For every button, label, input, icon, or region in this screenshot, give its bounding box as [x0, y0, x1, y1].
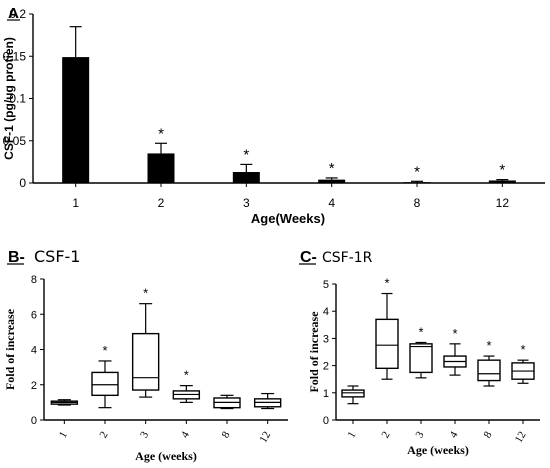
x-tick-label: 8: [414, 196, 421, 210]
panel-b-label: B-: [8, 249, 25, 266]
x-tick-label: 8: [481, 429, 494, 440]
significance-marker: *: [499, 162, 505, 179]
y-axis-label: Fold of increase: [3, 308, 17, 390]
y-tick-label: 0: [323, 415, 329, 427]
y-axis-label: CSF-1 (pg/ug protien): [2, 37, 16, 160]
significance-marker: *: [158, 125, 164, 142]
x-tick-label: 2: [379, 430, 392, 441]
significance-marker: *: [243, 146, 249, 163]
significance-marker: *: [384, 276, 389, 291]
bar: [232, 172, 260, 183]
x-tick-label: 1: [57, 430, 70, 441]
x-tick-label: 3: [413, 429, 426, 440]
box: [375, 318, 399, 370]
y-tick-label: 0.2: [9, 7, 26, 21]
y-tick-label: 0: [19, 176, 26, 190]
x-tick-label: 8: [219, 429, 232, 440]
significance-marker: *: [329, 160, 335, 177]
y-tick-label: 2: [323, 361, 329, 373]
panel-c-label: C-: [300, 249, 317, 266]
significance-marker: *: [143, 286, 148, 301]
x-axis-label: Age (weeks): [407, 443, 469, 457]
x-tick-label: 4: [179, 429, 192, 440]
x-tick-label: 3: [138, 429, 151, 440]
x-tick-label: 1: [345, 430, 358, 441]
significance-marker: *: [520, 342, 525, 357]
bar: [147, 153, 175, 183]
significance-marker: *: [452, 326, 457, 341]
y-tick-label: 4: [323, 306, 329, 318]
significance-marker: *: [184, 368, 189, 383]
panel-b-title: CSF-1: [34, 247, 80, 266]
bar: [318, 179, 346, 183]
x-axis-label: Age (weeks): [135, 449, 197, 463]
x-tick-label: 12: [496, 196, 510, 210]
y-axis-label: Fold of increase: [307, 311, 321, 393]
box: [131, 332, 160, 391]
x-tick-label: 12: [513, 430, 529, 446]
box: [409, 343, 433, 374]
x-tick-label: 12: [257, 430, 273, 446]
y-tick-label: 0.15: [3, 49, 27, 63]
significance-marker: *: [418, 324, 423, 339]
y-tick-label: 4: [31, 345, 37, 357]
y-tick-label: 5: [323, 279, 329, 291]
bar: [62, 57, 90, 183]
box: [341, 389, 365, 398]
chart-a: 00.050.10.150.21 2*3*4*8*12*Age(Weeks)CSF…: [2, 7, 545, 226]
x-tick-label: 2: [158, 196, 165, 210]
y-tick-label: 6: [31, 309, 37, 321]
y-tick-label: 0: [31, 415, 37, 427]
x-tick-label: 4: [447, 429, 460, 440]
box: [91, 371, 119, 397]
bar: [403, 182, 431, 183]
box: [477, 359, 501, 382]
significance-marker: *: [486, 338, 491, 353]
x-tick-label: 3: [243, 196, 250, 210]
x-tick-label: 2: [97, 430, 110, 441]
x-tick-label: 4: [328, 196, 335, 210]
significance-marker: *: [102, 343, 107, 358]
y-tick-label: 2: [31, 380, 37, 392]
significance-marker: *: [414, 163, 420, 180]
y-tick-label: 8: [31, 274, 37, 286]
x-tick-label: 1: [72, 196, 79, 210]
bar: [488, 180, 516, 183]
y-tick-label: 0.1: [9, 92, 26, 106]
panel-c-title: CSF-1R: [322, 250, 373, 266]
panel-a-label: A: [8, 5, 19, 22]
x-axis-label: Age(Weeks): [251, 211, 325, 226]
y-tick-label: 3: [323, 333, 329, 345]
y-tick-label: 0.05: [3, 134, 27, 148]
y-tick-label: 1: [323, 388, 329, 400]
